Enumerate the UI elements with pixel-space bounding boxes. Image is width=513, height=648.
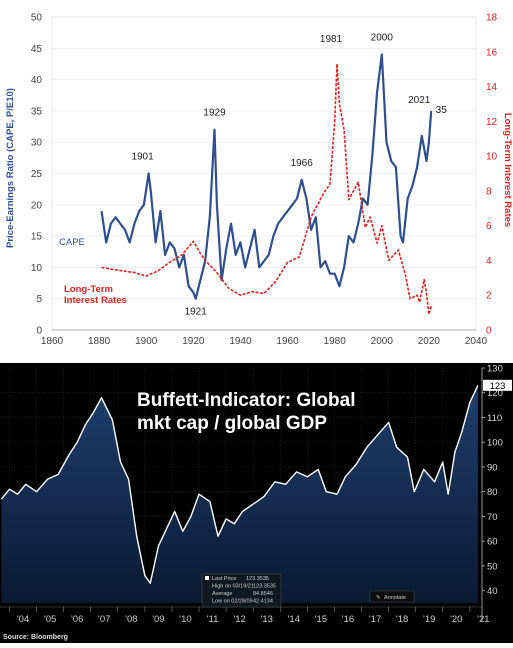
x-tick-label: '15: [315, 614, 327, 625]
x-tick-label: 1860: [41, 336, 64, 347]
x-tick-label: '04: [17, 614, 29, 625]
buffett-title-line1: Buffett-Indicator: Global: [137, 390, 355, 411]
info-box-low-value: 42.4134: [253, 599, 273, 605]
x-tick-label: '09: [152, 614, 164, 625]
buffett-title-line2: mkt cap / global GDP: [137, 413, 327, 434]
x-tick-label: 2040: [465, 336, 488, 347]
buffett-series-line: [0, 385, 479, 584]
y2-tick-label: 0: [486, 326, 492, 337]
y-tick-label: 0: [36, 326, 42, 337]
info-box-title: Last Price: [212, 576, 236, 582]
last-value-badge: [483, 379, 512, 391]
info-box-high-label: High on 03/19/21: [212, 584, 254, 590]
y-tick-label: 40: [31, 75, 43, 86]
x-tick-label: '11: [207, 614, 219, 625]
x-tick-label: '17: [369, 614, 381, 625]
y2-tick-label: 18: [486, 13, 498, 24]
x-tick-label: '08: [125, 614, 137, 625]
buffett-chart: 40 50 60 70 80 90 100 110 120 130 '04 '05 '06 '07 '08…: [0, 363, 513, 643]
y-tick-label: 50: [31, 13, 43, 24]
info-box-high-value: 123.3535: [253, 584, 276, 590]
y2-tick-label: 14: [486, 82, 498, 93]
x-tick-label: 1980: [324, 336, 347, 347]
rates-y-axis-label: Long-Term Interest Rates: [502, 113, 513, 227]
x-tick-label: 1920: [182, 336, 205, 347]
cape-legend-label: CAPE: [59, 237, 85, 248]
info-box: Last Price 123.3535 High on 03/19/21 123…: [201, 573, 282, 608]
x-tick-label: '20: [450, 614, 462, 625]
y-tick-label: 130: [487, 364, 503, 375]
buffett-chart-svg: 40 50 60 70 80 90 100 110 120 130 '04 '05 '06 '07 '08…: [0, 364, 512, 641]
y-tick-label: 15: [31, 232, 43, 243]
x-tick-label: '18: [396, 614, 408, 625]
y2-tick-label: 10: [486, 152, 498, 163]
chart-divider: [0, 357, 513, 363]
y-tick-label: 100: [487, 438, 503, 449]
y-tick-label: 20: [31, 200, 43, 211]
annotate-button[interactable]: ✎ Annotate: [369, 590, 415, 603]
x-tick-label: '19: [423, 614, 435, 625]
y-tick-label: 60: [487, 537, 498, 548]
x-tick-label: '14: [288, 614, 300, 625]
y-tick-label: 70: [487, 512, 498, 523]
x-tick-label: 1940: [229, 336, 252, 347]
buffett-area-fill: [1, 385, 478, 603]
annotation-label: 1901: [131, 152, 154, 163]
y2-tick-label: 16: [486, 47, 498, 58]
x-tick-label: '07: [98, 614, 110, 625]
info-box-average-label: Average: [212, 591, 232, 597]
source-label: Source: Bloomberg: [3, 634, 68, 641]
annotation-label: 1929: [203, 108, 226, 119]
x-tick-label: '16: [342, 614, 354, 625]
y-tick-label: 10: [31, 263, 43, 274]
cape-y-axis-label: Price-Earnings Ratio (CAPE, P/E10): [5, 88, 16, 248]
annotation-label: 1921: [185, 307, 208, 318]
y-tick-label: 25: [31, 169, 43, 180]
x-tick-label: 2000: [371, 336, 394, 347]
pencil-icon: ✎: [376, 594, 381, 601]
x-tick-label: 1900: [135, 336, 158, 347]
annotation-label: 35: [436, 105, 448, 116]
y2-tick-label: 4: [486, 256, 492, 267]
info-box-low-label: Low on 02/28/09: [212, 599, 253, 605]
y2-tick-label: 12: [486, 117, 498, 128]
y2-tick-label: 2: [486, 291, 492, 302]
y-tick-label: 40: [487, 586, 498, 597]
x-tick-label: '21: [477, 614, 489, 625]
annotation-label: 1981: [320, 34, 343, 45]
y-tick-label: 45: [31, 44, 43, 55]
y-tick-label: 90: [487, 462, 498, 473]
y-tick-label: 5: [36, 294, 42, 305]
y-tick-label: 80: [487, 487, 498, 498]
x-tick-label: '12: [233, 614, 245, 625]
y-tick-label: 30: [31, 138, 43, 149]
annotation-label: 1966: [291, 158, 314, 169]
rates-legend-label-line2: Interest Rates: [64, 295, 127, 306]
info-box-title-value: 123.3535: [246, 576, 269, 582]
cape-chart: 1860 1880 1900 1920 1940 1960 1980 2000 2020 2040…: [5, 12, 513, 348]
cape-chart-svg: 1860 1880 1900 1920 1940 1960 1980 2000 2020 2040…: [5, 13, 513, 348]
annotation-label: 2000: [371, 33, 394, 44]
x-tick-label: 2020: [418, 336, 441, 347]
x-tick-label: '10: [179, 614, 191, 625]
y-tick-label: 35: [31, 106, 43, 117]
y-tick-label: 120: [487, 388, 503, 399]
x-tick-label: 1960: [276, 336, 299, 347]
annotate-label: Annotate: [384, 595, 406, 601]
rates-legend-label-line1: Long-Term: [64, 284, 113, 295]
y2-tick-label: 8: [486, 186, 492, 197]
cape-series-line: [100, 53, 433, 300]
x-tick-label: 1880: [88, 336, 111, 347]
last-value-badge-text: 123: [490, 381, 506, 392]
x-tick-label: '13: [261, 614, 273, 625]
y2-tick-label: 6: [486, 221, 492, 232]
x-tick-label: '05: [44, 614, 56, 625]
annotation-label: 2021: [408, 95, 431, 106]
y-tick-label: 50: [487, 561, 498, 572]
y-tick-label: 110: [487, 413, 502, 424]
info-box-average-value: 84.8546: [253, 591, 273, 597]
x-tick-label: '06: [71, 614, 83, 625]
